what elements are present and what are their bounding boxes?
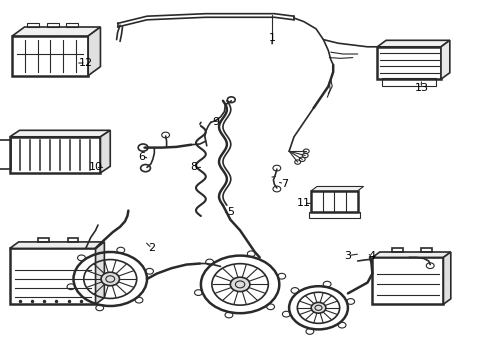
Bar [68, 238, 78, 242]
Polygon shape [372, 252, 451, 257]
Text: 7: 7 [281, 179, 288, 189]
Bar [392, 248, 403, 252]
Text: 3: 3 [344, 251, 351, 261]
Polygon shape [10, 242, 104, 248]
Bar [47, 23, 59, 27]
Polygon shape [100, 130, 110, 173]
Polygon shape [12, 27, 100, 36]
Text: 1: 1 [269, 33, 275, 43]
Circle shape [101, 272, 120, 286]
Bar [10, 248, 96, 304]
Bar [38, 238, 49, 242]
Polygon shape [441, 40, 450, 79]
Bar [382, 78, 436, 86]
Text: 12: 12 [79, 58, 93, 68]
Bar [421, 248, 432, 252]
Text: 4: 4 [369, 251, 376, 261]
Text: 13: 13 [415, 83, 428, 93]
Bar [66, 23, 78, 27]
Text: 9: 9 [212, 117, 219, 127]
Polygon shape [443, 252, 451, 304]
Text: 5: 5 [227, 207, 234, 217]
Text: 11: 11 [297, 198, 311, 208]
Circle shape [311, 302, 326, 313]
Polygon shape [377, 40, 450, 47]
Bar [377, 47, 441, 79]
Bar [12, 36, 88, 76]
Text: 6: 6 [139, 152, 146, 162]
Text: 2: 2 [148, 243, 155, 253]
Circle shape [230, 277, 250, 292]
Polygon shape [311, 186, 364, 191]
Bar [27, 23, 39, 27]
Bar [0, 140, 11, 169]
Text: 10: 10 [89, 162, 102, 172]
Polygon shape [88, 27, 100, 76]
Bar [10, 137, 100, 173]
Text: 8: 8 [190, 162, 197, 172]
Bar [311, 191, 358, 212]
Bar [309, 212, 360, 218]
Polygon shape [96, 242, 104, 304]
Polygon shape [10, 130, 110, 137]
Bar [372, 257, 443, 304]
